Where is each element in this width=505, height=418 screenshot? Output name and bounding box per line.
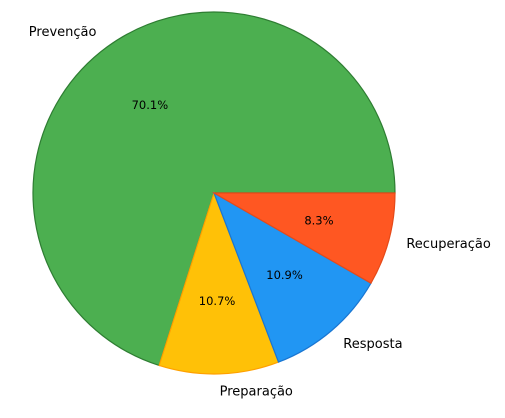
pie-slice bbox=[212, 191, 372, 363]
value-label: 10.9% bbox=[266, 268, 303, 282]
value-label: 70.1% bbox=[132, 98, 169, 112]
slice-label: Recuperação bbox=[406, 237, 491, 252]
slice-label: Prevenção bbox=[29, 25, 97, 40]
pie-slice bbox=[158, 191, 280, 375]
slice-label: Resposta bbox=[343, 337, 402, 352]
value-label: 8.3% bbox=[304, 213, 333, 227]
value-label: 10.7% bbox=[199, 294, 236, 308]
pie-slice bbox=[32, 11, 396, 367]
slice-label: Preparação bbox=[220, 385, 293, 400]
pie-slice bbox=[211, 192, 396, 284]
